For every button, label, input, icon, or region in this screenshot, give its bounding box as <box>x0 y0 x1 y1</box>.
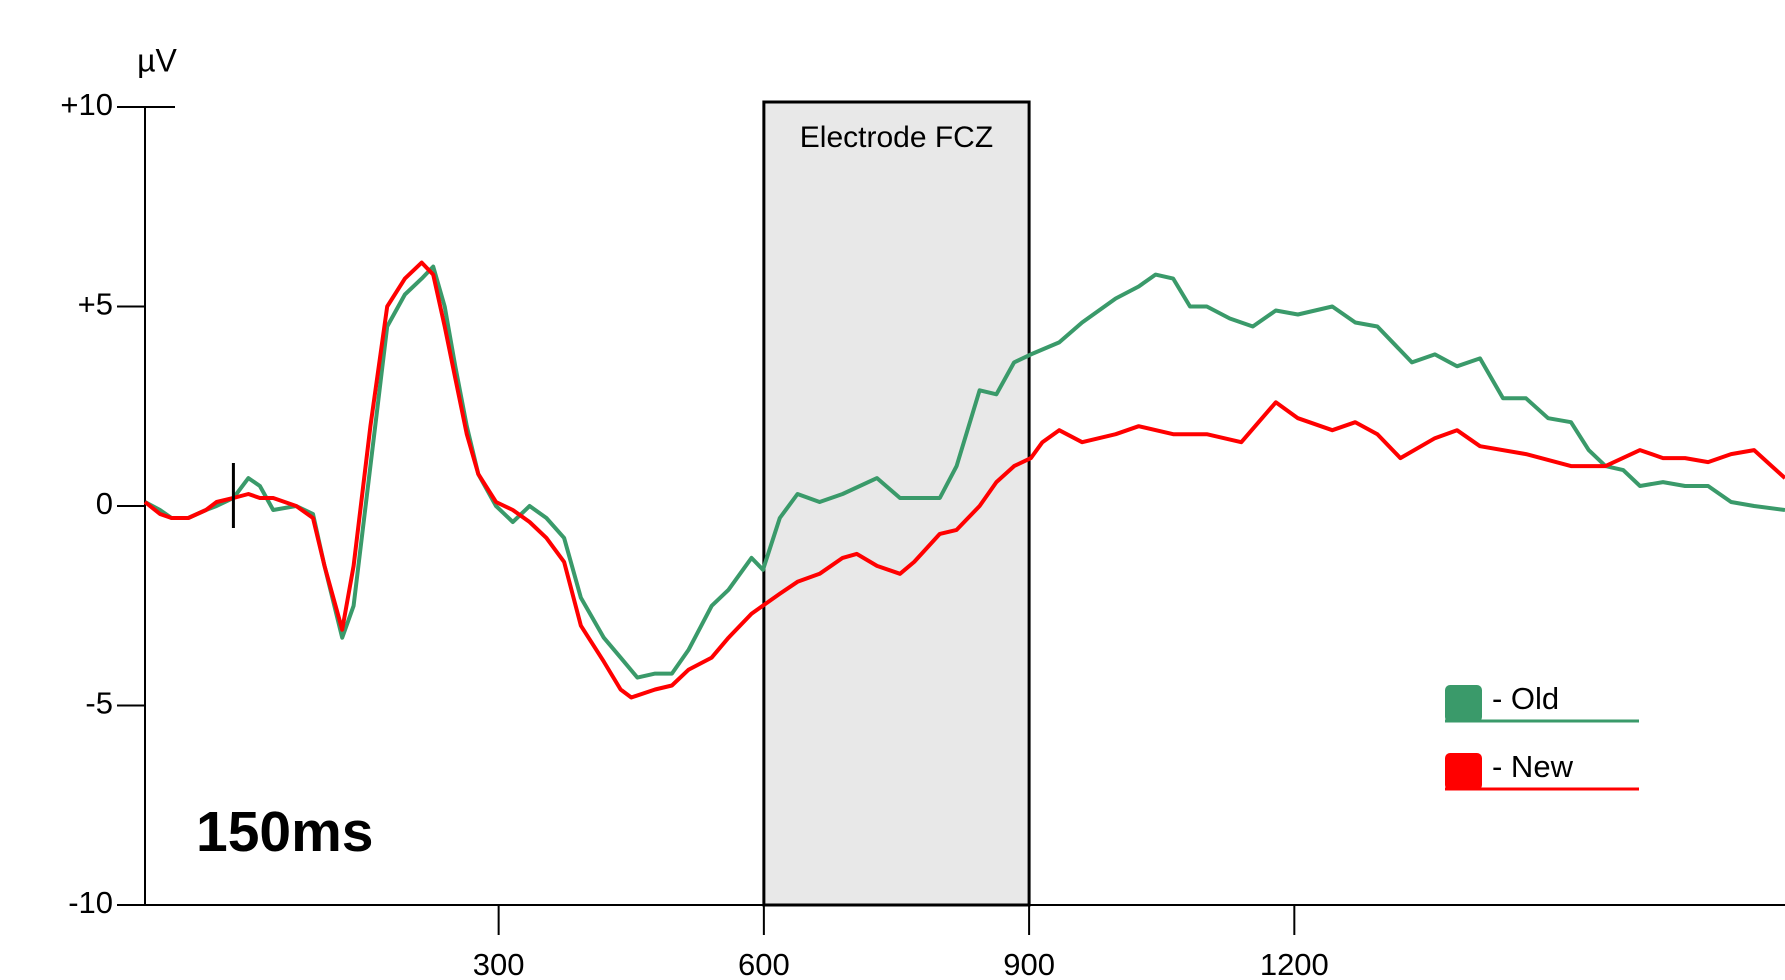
series-line <box>144 264 1785 680</box>
legend-swatch <box>1445 685 1482 722</box>
annotation: 150ms <box>196 800 374 864</box>
annotation: Electrode FCZ <box>800 121 993 154</box>
y-axis-label: µV <box>137 42 177 78</box>
y-tick-label: +10 <box>60 87 113 122</box>
x-tick-label: 600 <box>738 947 790 980</box>
y-tick-label: -10 <box>68 885 113 920</box>
legend-label: - New <box>1492 749 1574 784</box>
x-tick-label: 900 <box>1003 947 1055 980</box>
series-line <box>143 260 1785 700</box>
y-tick-label: 0 <box>96 486 113 521</box>
legend-label: - Old <box>1492 681 1559 716</box>
y-tick-label: +5 <box>78 287 113 322</box>
x-tick-label: 1200 <box>1260 947 1329 980</box>
legend-item: - New <box>1445 749 1639 791</box>
legend-item: - Old <box>1445 681 1639 723</box>
x-tick-label: 300 <box>473 947 525 980</box>
legend-swatch <box>1445 753 1482 790</box>
y-tick-label: -5 <box>85 686 113 721</box>
highlight-band <box>762 100 1031 907</box>
